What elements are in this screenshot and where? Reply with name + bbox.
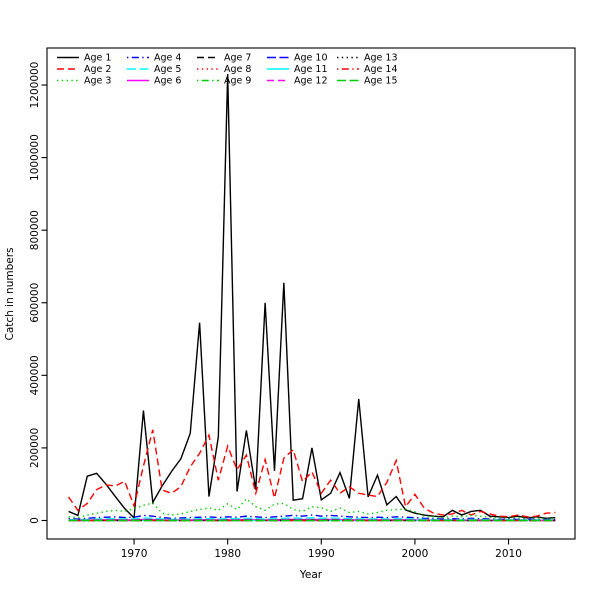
- x-axis-tick-label: 1990: [308, 548, 335, 560]
- legend-label: Age 6: [154, 76, 181, 87]
- legend-label: Age 10: [294, 53, 327, 64]
- series-layer: [67, 74, 556, 522]
- plot-border: [46, 47, 576, 540]
- axes-layer: 1970 1980 1990 2000 2010 0 200000 400000 600000 8…: [29, 62, 522, 560]
- y-axis-tick-label: 800000: [29, 210, 41, 250]
- legend-label: Age 1: [84, 53, 111, 64]
- legend-item-age-1: Age 1: [57, 53, 111, 64]
- x-axis-tick-label: 1970: [121, 548, 148, 560]
- legend-item-age-15: Age 15: [337, 76, 397, 87]
- legend-item-age-2: Age 2: [57, 64, 111, 75]
- legend-label: Age 9: [224, 76, 251, 87]
- legend-item-age-7: Age 7: [197, 53, 251, 64]
- x-axis-tick-label: 2000: [402, 548, 429, 560]
- legend-label: Age 3: [84, 76, 111, 87]
- legend-item-age-4: Age 4: [127, 53, 181, 64]
- y-axis-tick-label: 1200000: [29, 62, 41, 109]
- legend-label: Age 5: [154, 64, 181, 75]
- legend-label: Age 7: [224, 53, 251, 64]
- series-line-age-2: [67, 429, 556, 518]
- y-axis-label: Catch in numbers: [4, 247, 16, 340]
- legend-item-age-12: Age 12: [267, 76, 327, 87]
- legend-label: Age 8: [224, 64, 251, 75]
- legend-item-age-6: Age 6: [127, 76, 181, 87]
- legend-item-age-10: Age 10: [267, 53, 327, 64]
- y-axis-tick-label: 1000000: [29, 134, 41, 181]
- legend-label: Age 13: [364, 53, 397, 64]
- series-line-age-1: [68, 74, 556, 520]
- legend-item-age-8: Age 8: [197, 64, 251, 75]
- legend-item-age-11: Age 11: [267, 64, 327, 75]
- x-axis-label: Year: [299, 569, 323, 581]
- legend-item-age-9: Age 9: [197, 76, 251, 87]
- y-axis-tick-label: 200000: [29, 428, 41, 468]
- legend-item-age-3: Age 3: [57, 76, 111, 87]
- legend-label: Age 2: [84, 64, 111, 75]
- y-axis-tick-label: 600000: [29, 283, 41, 323]
- x-axis-tick-label: 2010: [495, 548, 522, 560]
- legend-label: Age 12: [294, 76, 327, 87]
- legend-label: Age 11: [294, 64, 327, 75]
- legend-label: Age 15: [364, 76, 397, 87]
- x-axis-tick-label: 1980: [214, 548, 241, 560]
- y-axis-tick-label: 400000: [29, 355, 41, 395]
- series-line-age-4: [68, 514, 556, 521]
- legend-label: Age 4: [154, 53, 181, 64]
- legend-item-age-13: Age 13: [337, 53, 397, 64]
- legend-label: Age 14: [364, 64, 397, 75]
- legend-item-age-14: Age 14: [337, 64, 397, 75]
- plot-box-layer: [46, 47, 576, 540]
- legend-item-age-5: Age 5: [127, 64, 181, 75]
- y-axis-tick-label: 0: [29, 517, 41, 524]
